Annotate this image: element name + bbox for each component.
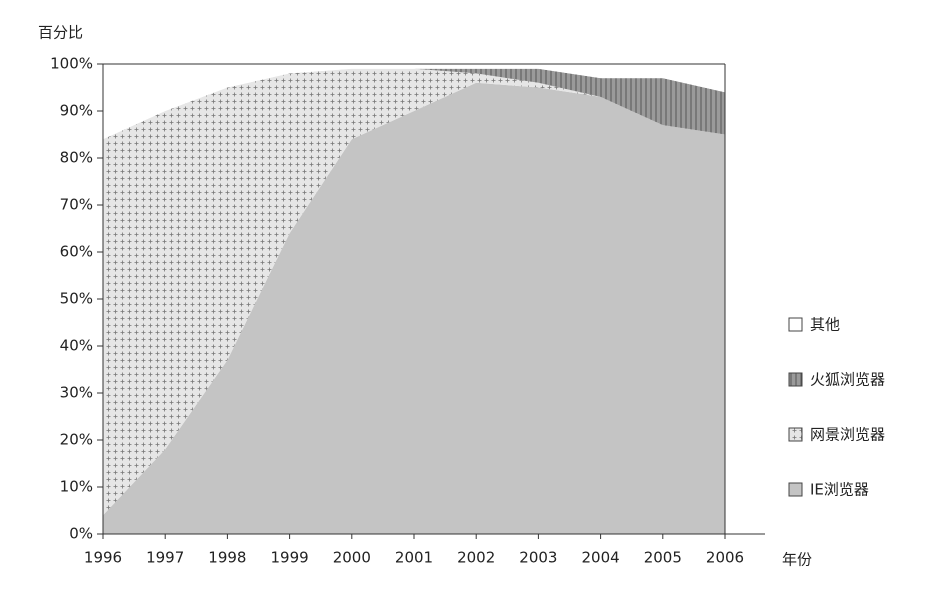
y-tick-label: 90% (60, 102, 93, 120)
legend-swatch (788, 317, 803, 332)
x-tick-label: 1999 (271, 549, 309, 567)
x-tick-label: 2003 (519, 549, 557, 567)
legend-swatch (788, 482, 803, 497)
legend-label: 其他 (810, 316, 840, 334)
areas (103, 64, 725, 535)
x-tick-label: 2002 (457, 549, 495, 567)
area (103, 64, 725, 140)
area (103, 68, 725, 516)
y-tick-label: 80% (60, 149, 93, 167)
x-tick-label: 2001 (395, 549, 433, 567)
y-tick-label: 30% (60, 384, 93, 402)
x-tick-label: 2005 (644, 549, 682, 567)
legend-label: 火狐浏览器 (810, 371, 885, 389)
y-tick-label: 60% (60, 243, 93, 261)
legend-swatch (788, 372, 803, 387)
area (103, 82, 725, 535)
legend-label: IE浏览器 (810, 481, 869, 499)
y-tick-label: 0% (69, 525, 93, 543)
x-axis-label: 年份 (782, 551, 812, 569)
y-axis-label: 百分比 (38, 24, 83, 42)
x-tick-label: 2004 (582, 549, 620, 567)
x-tick-label: 2000 (333, 549, 371, 567)
x-tick-label: 1996 (84, 549, 122, 567)
y-tick-label: 100% (50, 55, 93, 73)
y-tick-label: 70% (60, 196, 93, 214)
y-tick-label: 10% (60, 478, 93, 496)
legend-label: 网景浏览器 (810, 426, 885, 444)
x-tick-label: 1997 (146, 549, 184, 567)
y-tick-label: 20% (60, 431, 93, 449)
y-tick-label: 50% (60, 290, 93, 308)
x-tick-label: 2006 (706, 549, 744, 567)
legend-swatch (788, 427, 803, 442)
area (103, 68, 725, 140)
x-tick-label: 1998 (208, 549, 246, 567)
y-tick-label: 40% (60, 337, 93, 355)
